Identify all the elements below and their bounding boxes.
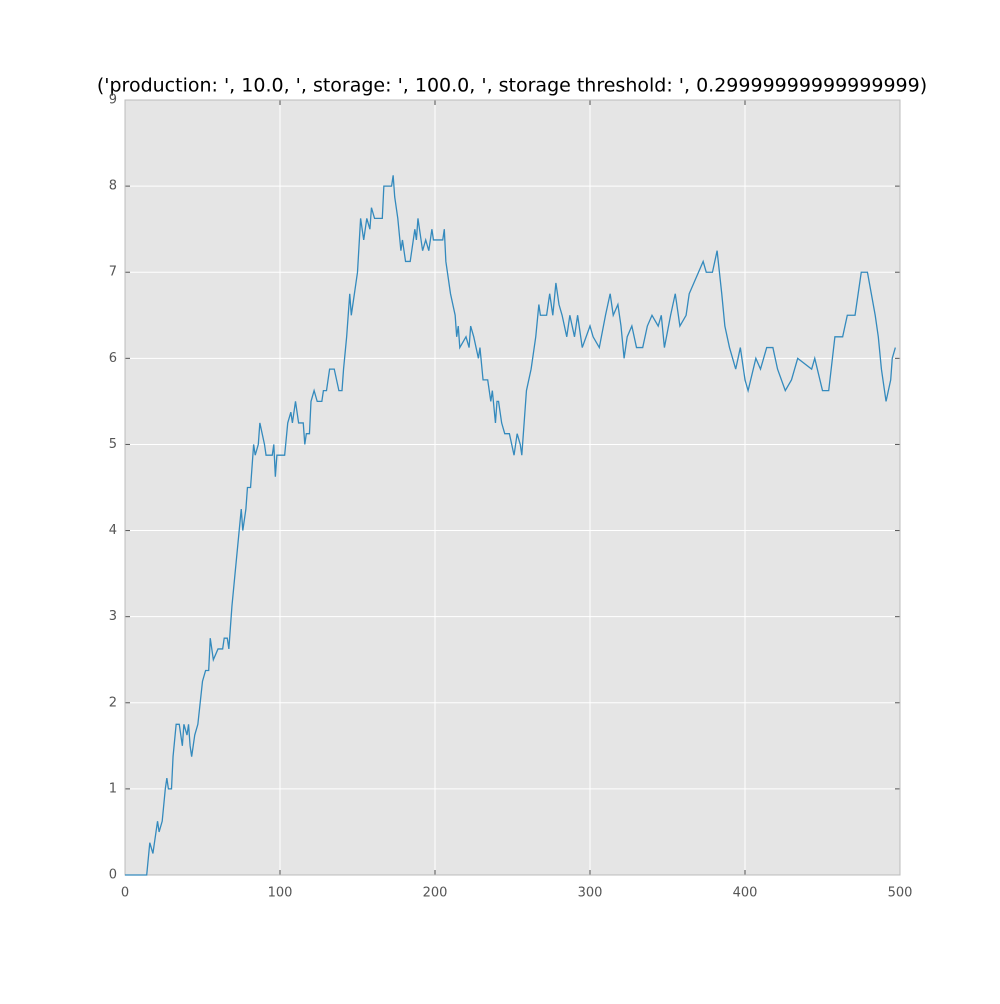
chart-title: ('production: ', 10.0, ', storage: ', 10… (97, 75, 927, 97)
y-tick-label: 2 (109, 695, 117, 710)
y-tick-label: 4 (109, 523, 117, 538)
x-tick-label: 100 (268, 886, 293, 901)
x-tick-label: 500 (888, 886, 913, 901)
data-line (125, 175, 896, 876)
y-tick-label: 5 (109, 437, 117, 452)
y-tick-label: 6 (109, 351, 117, 366)
plot-frame (124, 99, 901, 876)
x-tick-label: 200 (423, 886, 448, 901)
y-tick-label: 0 (109, 868, 117, 883)
x-tick-label: 0 (121, 886, 129, 901)
plot-area (125, 100, 900, 875)
y-tick-label: 3 (109, 609, 117, 624)
y-tick-label: 8 (109, 179, 117, 194)
x-tick-label: 400 (733, 886, 758, 901)
y-tick-label: 9 (109, 93, 117, 108)
y-tick-label: 7 (109, 265, 117, 280)
y-tick-label: 1 (109, 781, 117, 796)
x-tick-label: 300 (578, 886, 603, 901)
